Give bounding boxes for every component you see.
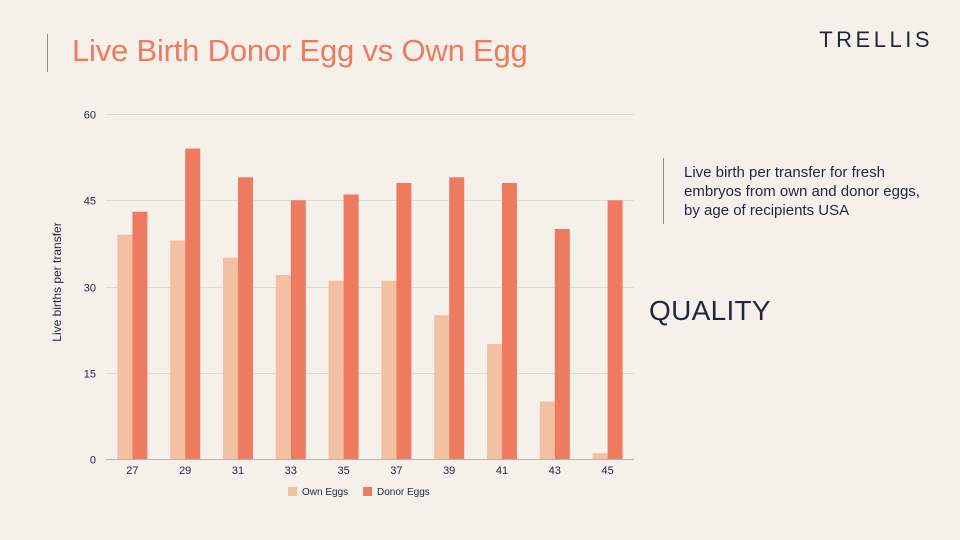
x-axis-ticks: 27 29 31 33 35 37 39 41 43 45 xyxy=(126,465,613,477)
own-eggs-bar xyxy=(434,315,450,459)
own-eggs-bar xyxy=(539,401,555,459)
legend-swatch xyxy=(288,487,297,496)
x-tick-label: 41 xyxy=(496,465,508,477)
own-eggs-bar xyxy=(381,280,397,459)
page-title: Live Birth Donor Egg vs Own Egg xyxy=(72,33,528,68)
y-tick-label: 0 xyxy=(90,455,96,467)
donor-eggs-bar xyxy=(185,148,201,459)
y-tick-label: 30 xyxy=(84,283,96,295)
legend-label: Own Eggs xyxy=(302,487,348,498)
chart-bars xyxy=(117,148,623,459)
own-eggs-bar xyxy=(487,344,502,459)
x-tick-label: 43 xyxy=(549,465,561,477)
quality-heading: QUALITY xyxy=(649,295,771,326)
donor-eggs-bar xyxy=(396,183,412,459)
donor-eggs-bar xyxy=(607,200,623,459)
legend-label: Donor Eggs xyxy=(377,487,430,498)
x-tick-label: 33 xyxy=(285,465,297,477)
own-eggs-bar xyxy=(170,240,186,459)
donor-eggs-bar xyxy=(554,229,570,459)
own-eggs-bar xyxy=(223,257,238,459)
chart-legend: Own Eggs Donor Eggs xyxy=(288,487,430,498)
y-tick-label: 60 xyxy=(84,110,96,122)
x-tick-label: 29 xyxy=(179,465,191,477)
donor-eggs-bar xyxy=(132,211,148,459)
y-axis-label: Live births per transfer xyxy=(50,222,64,341)
own-eggs-bar xyxy=(275,275,291,459)
donor-eggs-bar xyxy=(502,183,517,459)
donor-eggs-bar xyxy=(343,194,359,459)
chart-description: Live birth per transfer for fresh embryo… xyxy=(684,164,920,219)
legend-own-eggs: Own Eggs xyxy=(288,487,348,498)
donor-eggs-bar xyxy=(238,177,253,459)
own-eggs-bar xyxy=(592,453,608,459)
x-tick-label: 31 xyxy=(232,465,244,477)
title-divider xyxy=(47,34,48,72)
donor-eggs-bar xyxy=(290,200,306,459)
x-tick-label: 35 xyxy=(337,465,349,477)
y-tick-label: 15 xyxy=(84,369,96,381)
trellis-logo: TRELLIS xyxy=(819,27,933,52)
y-tick-label: 45 xyxy=(84,196,96,208)
donor-eggs-bar xyxy=(449,177,465,459)
x-tick-label: 39 xyxy=(443,465,455,477)
own-eggs-bar xyxy=(328,280,344,459)
y-axis-ticks: 0 15 30 45 60 xyxy=(84,110,96,467)
legend-donor-eggs: Donor Eggs xyxy=(363,487,430,498)
x-tick-label: 27 xyxy=(126,465,138,477)
x-tick-label: 45 xyxy=(601,465,613,477)
x-tick-label: 37 xyxy=(390,465,402,477)
legend-swatch xyxy=(363,487,372,496)
description-divider xyxy=(663,158,664,224)
own-eggs-bar xyxy=(117,234,133,459)
